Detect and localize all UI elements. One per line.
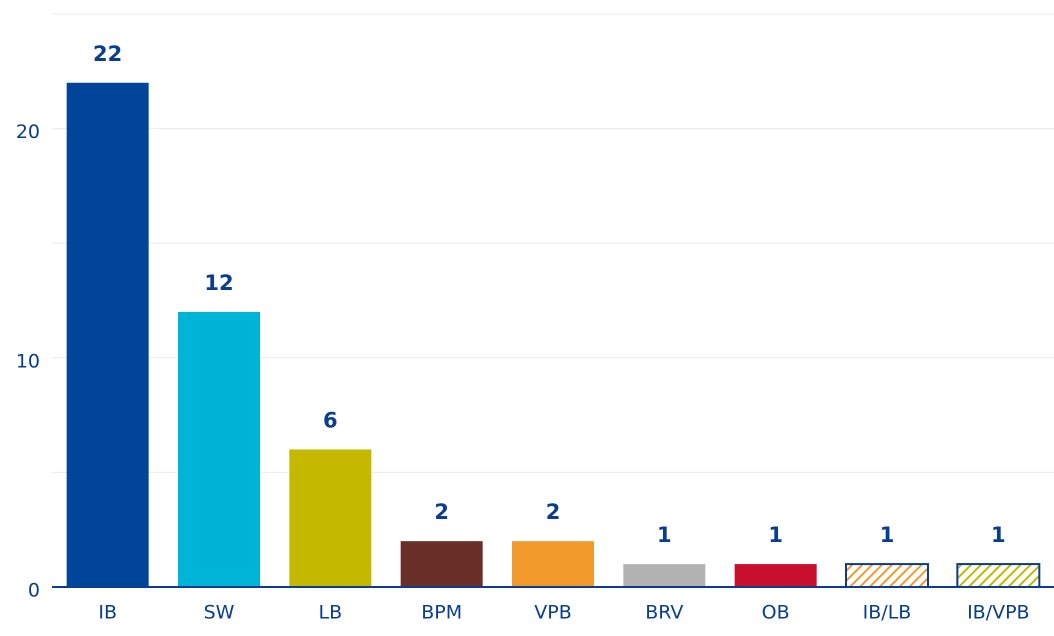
bar — [956, 563, 1041, 589]
x-tick-label: BPM — [421, 602, 462, 624]
y-tick-label: 10 — [16, 350, 40, 372]
value-label: 1 — [657, 523, 672, 547]
value-label: 1 — [880, 523, 895, 547]
bar — [845, 563, 929, 589]
bar — [734, 564, 817, 587]
value-label: 12 — [204, 271, 233, 295]
value-label: 2 — [434, 500, 449, 524]
bar — [178, 311, 260, 587]
x-tick-label: IB/LB — [863, 602, 912, 624]
value-label: 1 — [991, 523, 1006, 547]
bar — [66, 82, 149, 587]
value-label: 1 — [768, 523, 783, 547]
x-tick-label: VPB — [534, 602, 572, 624]
x-tick-label: IB/VPB — [967, 602, 1030, 624]
bar — [289, 449, 372, 587]
x-tick-label: IB — [98, 602, 117, 624]
x-tick-label: SW — [204, 602, 235, 624]
bar — [400, 541, 483, 587]
x-tick-label: LB — [319, 602, 343, 624]
bar — [512, 541, 594, 587]
value-label: 22 — [93, 42, 122, 66]
bar — [623, 564, 706, 587]
value-label: 6 — [323, 408, 338, 432]
y-tick-label: 20 — [16, 121, 40, 143]
x-tick-label: BRV — [645, 602, 683, 624]
value-label: 2 — [546, 500, 561, 524]
x-tick-label: OB — [762, 602, 790, 624]
y-tick-label: 0 — [28, 580, 40, 602]
